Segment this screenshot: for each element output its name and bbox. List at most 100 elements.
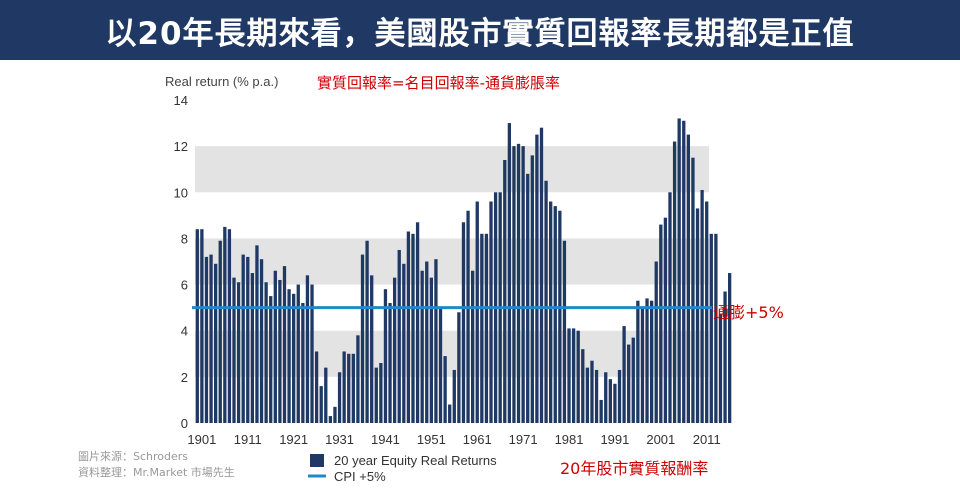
bar [617,369,622,423]
bar [209,254,213,423]
bar [590,360,594,423]
x-tick-label: 1951 [417,432,446,447]
bar [714,233,718,423]
bar [406,231,411,423]
bar [452,369,456,423]
bar [489,201,493,423]
bar [236,282,241,423]
x-axis: 1901 1911 1921 1931 1941 1951 1961 1971 1981 1991… [187,432,720,447]
bar [392,277,397,423]
bar [282,266,287,423]
bar [475,201,479,423]
bar [539,127,544,423]
bar [576,330,580,423]
plot-band [195,238,709,285]
bar [526,173,530,423]
bar [241,254,245,423]
legend-line-label: CPI +5% [334,469,386,484]
bar [250,273,255,423]
bar [466,210,470,423]
cpi-annotation: 通膨+5% [713,303,784,322]
formula-annotation: 實質回報率=名目回報率-通貨膨脹率 [317,74,560,92]
bar [709,233,713,423]
bar [259,259,264,423]
bar [677,118,681,424]
bar [663,217,668,423]
bar [425,261,429,423]
bar [278,279,282,423]
plot-band [195,146,709,193]
bar [640,307,645,423]
bar [411,233,415,423]
bar [654,261,658,423]
bar [402,263,406,423]
x-tick-label: 1991 [600,432,629,447]
bar [571,328,576,423]
x-tick-label: 1931 [325,432,354,447]
bar [672,141,677,423]
title-banner: 以20年長期來看，美國股市實質回報率長期都是正值 [0,0,960,60]
bar [388,303,392,423]
bar [535,134,539,424]
bar [383,289,388,423]
bar [356,335,360,423]
bar [585,367,590,423]
x-tick-label: 1981 [555,432,584,447]
bar [484,233,489,423]
bar [480,233,484,423]
bar [319,386,323,423]
bar [649,300,654,423]
bar [397,249,401,423]
bar [705,201,709,423]
y-tick-label: 4 [181,324,188,339]
bar [337,372,342,423]
x-tick-label: 1971 [509,432,538,447]
bar [627,344,631,423]
bar [516,143,521,423]
bar [443,356,447,423]
page-title: 以20年長期來看，美國股市實質回報率長期都是正值 [105,15,855,52]
bar [558,210,562,423]
x-tick-label: 1911 [234,432,262,447]
bar [223,226,227,423]
bar [415,222,420,423]
x-tick-label: 1961 [463,432,492,447]
y-axis-title: Real return (% p.a.) [165,74,278,89]
bar [232,277,236,423]
bar [686,134,690,424]
bar [604,372,608,423]
bar [264,282,268,423]
bar [512,146,516,423]
source-line-2: 資料整理：Mr.Market 市場先生 [78,465,235,479]
bar [581,349,585,423]
bar [613,383,617,423]
bar [374,367,378,423]
y-tick-label: 6 [181,278,188,293]
bar [342,351,346,423]
bar [333,406,337,423]
bar [296,284,300,423]
bar [691,157,695,423]
bar [438,307,443,423]
bar [328,416,333,423]
bar [553,206,557,423]
bar [659,224,663,423]
bar [301,303,305,423]
bar [255,245,259,423]
bar [365,240,369,423]
y-tick-label: 8 [181,231,188,246]
bar [549,201,553,423]
bar [434,259,438,423]
bar [227,229,232,423]
legend-bars-swatch [310,454,324,467]
bar [218,240,222,423]
x-tick-label: 2001 [646,432,675,447]
bar [695,208,700,423]
bar [420,270,424,423]
x-tick-label: 1901 [187,432,216,447]
x-tick-label: 2011 [693,432,721,447]
bar [631,337,635,423]
bar [351,353,355,423]
source-line-1: 圖片來源：Schroders [78,449,188,463]
bar [379,363,383,423]
